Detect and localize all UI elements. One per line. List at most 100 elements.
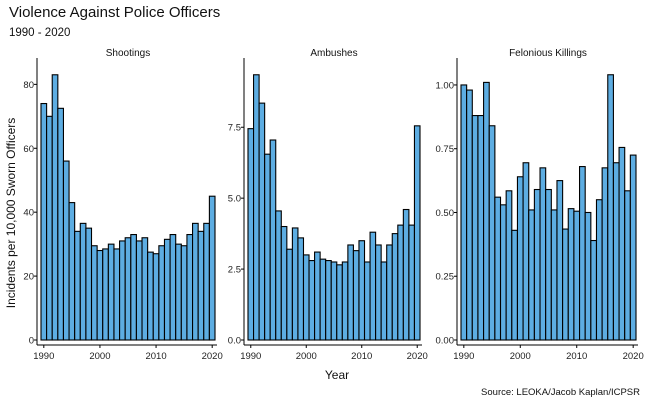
y-tick-label: 1.00 <box>436 80 455 91</box>
bar-2012 <box>163 238 171 341</box>
bar-1992 <box>258 102 266 341</box>
y-tick-label: 20 <box>23 272 34 283</box>
bar-1996 <box>494 196 502 341</box>
bar-2010 <box>152 253 160 341</box>
bar-2018 <box>618 146 626 341</box>
bar-1991 <box>46 115 53 341</box>
bar-1994 <box>62 160 70 341</box>
bar-2015 <box>601 167 609 341</box>
bar-1991 <box>466 89 473 341</box>
bar-2005 <box>545 188 552 341</box>
bar-1995 <box>488 125 496 341</box>
bar-2004 <box>325 260 332 341</box>
bar-2014 <box>595 199 603 341</box>
bar-1999 <box>511 229 519 341</box>
bar-1999 <box>297 237 305 341</box>
y-tick-label: 5.0 <box>228 194 241 205</box>
bar-2003 <box>319 258 327 341</box>
bar-2007 <box>341 261 349 341</box>
bar-1998 <box>505 190 513 341</box>
panel-ambushes: Ambushes 0.0 2.5 5.0 7.5 1990 2000 2010 2020 <box>228 48 428 362</box>
bar-2018 <box>197 230 205 341</box>
x-tick-label: 2010 <box>351 351 372 362</box>
y-tick-label: 7.5 <box>228 123 241 134</box>
bar-2010 <box>358 240 366 341</box>
y-tick-label: 0.00 <box>436 336 455 347</box>
bar-2000 <box>516 176 524 341</box>
bar-2004 <box>119 240 126 341</box>
bar-2019 <box>203 222 210 341</box>
bar-2016 <box>607 74 614 341</box>
x-tick-label: 2010 <box>145 351 166 362</box>
x-tick-label: 1990 <box>33 351 54 362</box>
bar-1996 <box>74 230 81 341</box>
y-tick-label: 60 <box>23 144 34 155</box>
bar-2006 <box>336 264 343 341</box>
bar-2019 <box>408 224 415 341</box>
bar-2006 <box>130 234 137 341</box>
bar-1996 <box>280 225 288 341</box>
bar-2012 <box>584 211 592 341</box>
bar-2020 <box>629 154 637 341</box>
y-tick-label: 40 <box>23 208 34 219</box>
bar-2008 <box>562 228 569 341</box>
bar-2002 <box>107 243 115 341</box>
bar-2013 <box>590 239 598 341</box>
chart-title: Violence Against Police Officers <box>9 4 220 21</box>
y-axis-label: Incidents per 10,000 Sworn Officers <box>4 118 18 309</box>
x-tick-label: 1990 <box>240 351 261 362</box>
bar-1997 <box>499 204 507 341</box>
x-tick-label: 2000 <box>510 351 531 362</box>
y-tick-label: 2.5 <box>228 265 241 276</box>
bar-2012 <box>369 231 377 341</box>
x-tick-label: 2020 <box>623 351 644 362</box>
bar-2002 <box>528 209 535 341</box>
panel-title: Felonious Killings <box>509 48 587 59</box>
y-tick-label: 80 <box>23 80 34 91</box>
bar-1990 <box>460 84 468 341</box>
bar-2003 <box>533 188 541 341</box>
bar-2011 <box>578 166 586 341</box>
panel-title: Shootings <box>106 48 150 59</box>
bar-2005 <box>124 237 132 341</box>
bar-2020 <box>413 125 421 341</box>
chart-subtitle: 1990 - 2020 <box>9 27 70 39</box>
bar-1990 <box>247 128 255 341</box>
bar-2019 <box>624 190 631 341</box>
bar-1993 <box>57 107 65 341</box>
bar-1995 <box>68 202 76 341</box>
bar-2001 <box>102 248 109 341</box>
bar-2009 <box>567 208 575 341</box>
bar-1993 <box>264 153 271 341</box>
bar-1994 <box>269 139 277 341</box>
bar-2008 <box>347 244 354 341</box>
bar-2002 <box>314 251 321 341</box>
bar-2009 <box>147 251 154 341</box>
bar-1991 <box>253 74 260 341</box>
y-tick-label: 0.25 <box>436 272 455 283</box>
bar-2006 <box>550 209 558 341</box>
bar-2007 <box>556 180 564 341</box>
bar-2011 <box>363 261 371 341</box>
bar-2015 <box>180 245 188 341</box>
bar-2005 <box>330 261 338 341</box>
bar-2013 <box>169 234 177 341</box>
bar-1998 <box>291 227 299 341</box>
bar-2004 <box>539 167 547 341</box>
bar-1999 <box>90 245 98 341</box>
bar-2017 <box>397 224 404 341</box>
bar-2017 <box>192 222 199 341</box>
bar-2003 <box>113 248 121 341</box>
bar-2010 <box>573 210 581 341</box>
bar-1997 <box>79 222 87 341</box>
bar-2008 <box>141 237 149 341</box>
bar-2015 <box>386 244 393 341</box>
x-tick-label: 2000 <box>296 351 317 362</box>
bar-2001 <box>522 162 530 341</box>
panel-felonious-killings: Felonious Killings 0.00 0.25 0.50 0.75 1.00 19… <box>436 48 644 362</box>
bar-2001 <box>308 260 316 341</box>
y-tick-label: 0.0 <box>228 336 241 347</box>
y-tick-label: 0 <box>29 336 34 347</box>
